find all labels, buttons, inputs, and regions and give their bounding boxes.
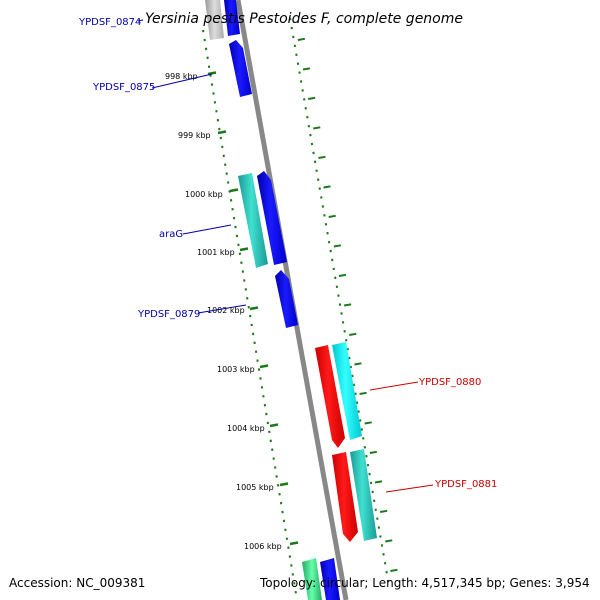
tick-label: 999 kbp: [178, 131, 211, 140]
minor-tick: [318, 155, 326, 159]
minor-tick: [338, 273, 347, 277]
major-tick: [217, 130, 227, 135]
gene-arrow[interactable]: [332, 452, 358, 542]
gene-arrow[interactable]: [332, 342, 362, 440]
major-tick: [207, 71, 217, 76]
major-tick: [289, 541, 299, 546]
gene-arrow[interactable]: [224, 0, 240, 36]
minor-tick: [313, 126, 321, 130]
label-leaders: [137, 19, 434, 493]
tick-label: 1003 kbp: [217, 365, 255, 374]
minor-tick: [374, 480, 383, 484]
topology-text: Topology: circular; Length: 4,517,345 bp…: [259, 576, 590, 590]
gene-label[interactable]: araG: [159, 229, 183, 240]
minor-tick: [364, 421, 372, 425]
tick-label: 1004 kbp: [227, 424, 265, 433]
gene-arrow[interactable]: [205, 0, 224, 40]
gene-label[interactable]: YPDSF_0874: [78, 17, 141, 28]
major-tick: [249, 306, 259, 311]
tick-marks: [207, 37, 398, 572]
gene-label[interactable]: YPDSF_0879: [137, 309, 200, 320]
minor-tick: [349, 332, 357, 336]
major-tick: [229, 188, 239, 193]
gene-labels: YPDSF_0874 YPDSF_0875 araG YPDSF_0879 YP…: [78, 17, 497, 490]
minor-tick: [369, 450, 378, 454]
gene-arrow[interactable]: [350, 449, 377, 541]
forward-genes: [205, 0, 340, 600]
minor-tick: [323, 185, 331, 189]
major-tick: [269, 423, 279, 428]
minor-tick: [379, 509, 388, 513]
minor-tick: [333, 244, 342, 248]
gene-arrow[interactable]: [275, 270, 298, 328]
minor-tick: [359, 391, 367, 395]
tick-label: 998 kbp: [165, 72, 198, 81]
gene-arrow[interactable]: [238, 173, 268, 268]
accession-text: Accession: NC_009381: [9, 576, 145, 590]
major-tick: [259, 364, 269, 369]
minor-tick: [302, 67, 311, 71]
minor-tick: [390, 568, 398, 572]
gene-label[interactable]: YPDSF_0881: [434, 479, 497, 490]
outer-boundary: [289, 17, 390, 583]
major-tick: [239, 247, 249, 252]
tick-label: 1005 kbp: [236, 483, 274, 492]
minor-tick: [307, 96, 316, 100]
gene-label[interactable]: YPDSF_0880: [418, 377, 481, 388]
genome-title: Yersinia pestis Pestoides F, complete ge…: [145, 11, 463, 27]
inner-boundary: [202, 29, 299, 600]
reverse-genes: [315, 342, 377, 542]
minor-tick: [297, 37, 306, 41]
gene-arrow[interactable]: [320, 558, 340, 600]
tick-label: 1000 kbp: [185, 190, 223, 199]
minor-tick: [343, 303, 352, 307]
gene-arrow[interactable]: [257, 171, 287, 265]
major-tick: [279, 482, 289, 487]
gene-arrow[interactable]: [302, 558, 322, 600]
minor-tick: [385, 539, 393, 543]
gene-label[interactable]: YPDSF_0875: [92, 82, 155, 93]
tick-label: 1006 kbp: [244, 542, 282, 551]
tick-labels: 998 kbp 999 kbp 1000 kbp 1001 kbp 1002 k…: [165, 72, 282, 551]
minor-tick: [354, 362, 362, 366]
gene-arrow[interactable]: [315, 345, 345, 448]
minor-tick: [328, 214, 336, 218]
tick-label: 1001 kbp: [197, 248, 235, 257]
tick-label: 1002 kbp: [207, 306, 245, 315]
gene-arrow[interactable]: [229, 40, 252, 97]
